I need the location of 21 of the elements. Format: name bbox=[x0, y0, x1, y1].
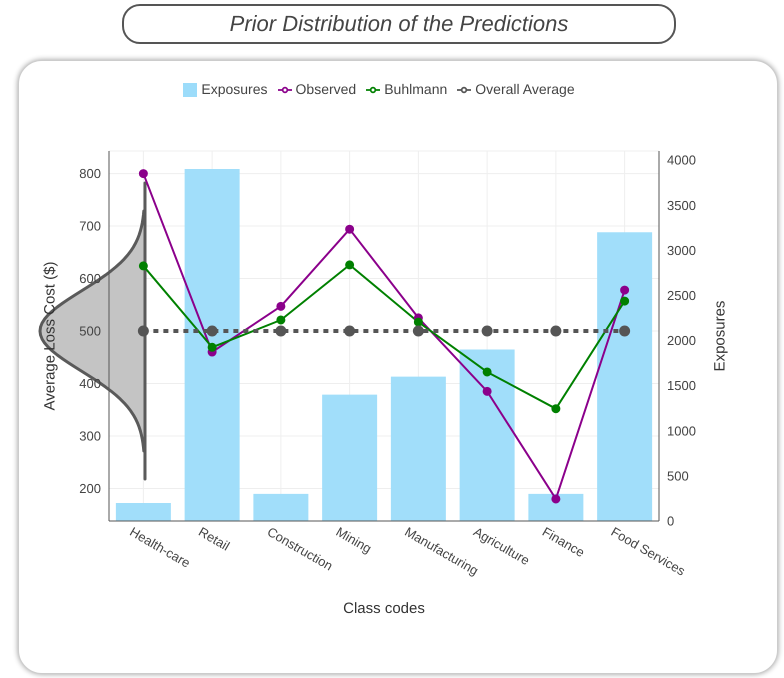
y2-tick-label: 2000 bbox=[667, 333, 696, 348]
y2-tick-label: 4000 bbox=[667, 152, 696, 168]
legend-label: Exposures bbox=[201, 81, 268, 97]
y2-tick-label: 1000 bbox=[667, 423, 696, 438]
legend-label: Observed bbox=[296, 81, 356, 97]
y-tick-label: 700 bbox=[79, 218, 101, 234]
y2-tick-label: 3500 bbox=[667, 198, 696, 213]
y2-axis-title: Exposures bbox=[711, 300, 728, 372]
y-tick-label: 500 bbox=[79, 324, 101, 339]
y-tick-label: 200 bbox=[79, 481, 101, 496]
y2-tick-label: 2500 bbox=[667, 288, 696, 304]
legend-label: Overall Average bbox=[475, 81, 575, 97]
y2-tick-label: 0 bbox=[667, 514, 674, 529]
y2-tick-label: 3000 bbox=[667, 242, 696, 258]
legend-label: Buhlmann bbox=[384, 81, 448, 97]
chart-title: Prior Distribution of the Predictions bbox=[122, 4, 676, 44]
y-tick-label: 800 bbox=[79, 166, 101, 182]
y2-tick-label: 500 bbox=[667, 468, 689, 484]
y-tick-label: 300 bbox=[79, 428, 101, 444]
x-axis-title: Class codes bbox=[343, 600, 425, 617]
y2-tick-label: 1500 bbox=[667, 378, 696, 394]
